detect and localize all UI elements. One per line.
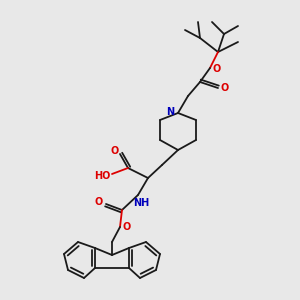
Text: O: O — [95, 197, 103, 207]
Text: O: O — [111, 146, 119, 156]
Text: O: O — [213, 64, 221, 74]
Text: NH: NH — [133, 198, 149, 208]
Text: N: N — [166, 107, 174, 117]
Text: O: O — [221, 83, 229, 93]
Text: HO: HO — [94, 171, 110, 181]
Text: O: O — [123, 222, 131, 232]
